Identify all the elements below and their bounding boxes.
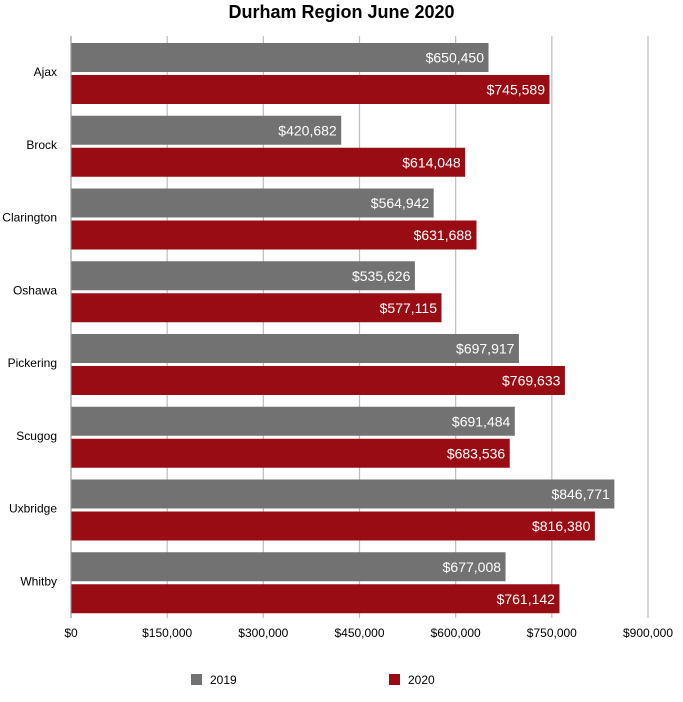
bar-uxbridge-2019 (71, 479, 615, 509)
category-label-scugog: Scugog (16, 429, 57, 443)
data-label: $650,450 (426, 50, 485, 66)
x-tick-label: $300,000 (238, 626, 288, 640)
bar-pickering-2020 (71, 366, 565, 395)
bar-whitby-2019 (71, 552, 506, 582)
legend: 2019 2020 (191, 673, 435, 687)
category-label-ajax: Ajax (34, 65, 57, 79)
bar-whitby-2020 (71, 584, 560, 614)
category-axis: Ajax Brock Clarington Oshawa Pickering Scugog… (2, 65, 58, 588)
data-label: $761,142 (497, 591, 556, 607)
x-tick-label: $750,000 (527, 626, 577, 640)
data-label: $697,917 (456, 341, 515, 357)
bars (71, 43, 615, 614)
data-label: $614,048 (402, 154, 461, 170)
bar-clarington-2020 (71, 220, 477, 250)
x-tick-label: $150,000 (142, 626, 192, 640)
chart-title: Durham Region June 2020 (228, 2, 454, 22)
category-label-clarington: Clarington (2, 211, 57, 225)
data-label: $745,589 (487, 82, 546, 98)
data-label: $631,688 (414, 227, 473, 243)
legend-swatch-2020 (389, 674, 400, 685)
data-label: $564,942 (371, 195, 430, 211)
bar-scugog-2019 (71, 406, 515, 436)
data-label: $846,771 (551, 486, 610, 502)
data-labels: $650,450$745,589 $420,682 $614,048 $564,942… (278, 50, 610, 607)
bar-brock-2020 (71, 147, 466, 177)
x-tick-label: $450,000 (334, 626, 384, 640)
value-axis: $0 $150,000 $300,000 $450,000 $600,000 $750,0… (64, 626, 673, 640)
data-label: $535,626 (352, 268, 411, 284)
x-tick-label: $600,000 (431, 626, 481, 640)
data-label: $769,633 (502, 373, 561, 389)
bar-brock-2019 (71, 115, 342, 145)
category-label-whitby: Whitby (20, 574, 57, 588)
bar-pickering-2019 (71, 334, 519, 363)
legend-label-2019: 2019 (210, 673, 237, 687)
legend-swatch-2019 (191, 674, 202, 685)
category-label-pickering: Pickering (8, 356, 57, 370)
bar-clarington-2019 (71, 188, 434, 218)
bar-uxbridge-2020 (71, 511, 595, 541)
data-label: $577,115 (380, 300, 438, 316)
data-label: $816,380 (532, 518, 591, 534)
bar-oshawa-2019 (71, 261, 415, 291)
x-tick-label: $900,000 (623, 626, 673, 640)
bar-ajax-2019 (71, 43, 489, 72)
data-label: $420,682 (278, 122, 337, 138)
category-label-oshawa: Oshawa (13, 283, 57, 297)
data-label: $677,008 (443, 559, 502, 575)
bar-ajax-2020 (71, 75, 550, 104)
legend-label-2020: 2020 (408, 673, 435, 687)
x-tick-label: $0 (64, 626, 78, 640)
bar-oshawa-2020 (71, 293, 442, 323)
bar-scugog-2020 (71, 438, 510, 468)
data-label: $691,484 (452, 413, 511, 429)
category-label-brock: Brock (26, 138, 58, 152)
category-label-uxbridge: Uxbridge (9, 502, 57, 516)
data-label: $683,536 (447, 445, 506, 461)
